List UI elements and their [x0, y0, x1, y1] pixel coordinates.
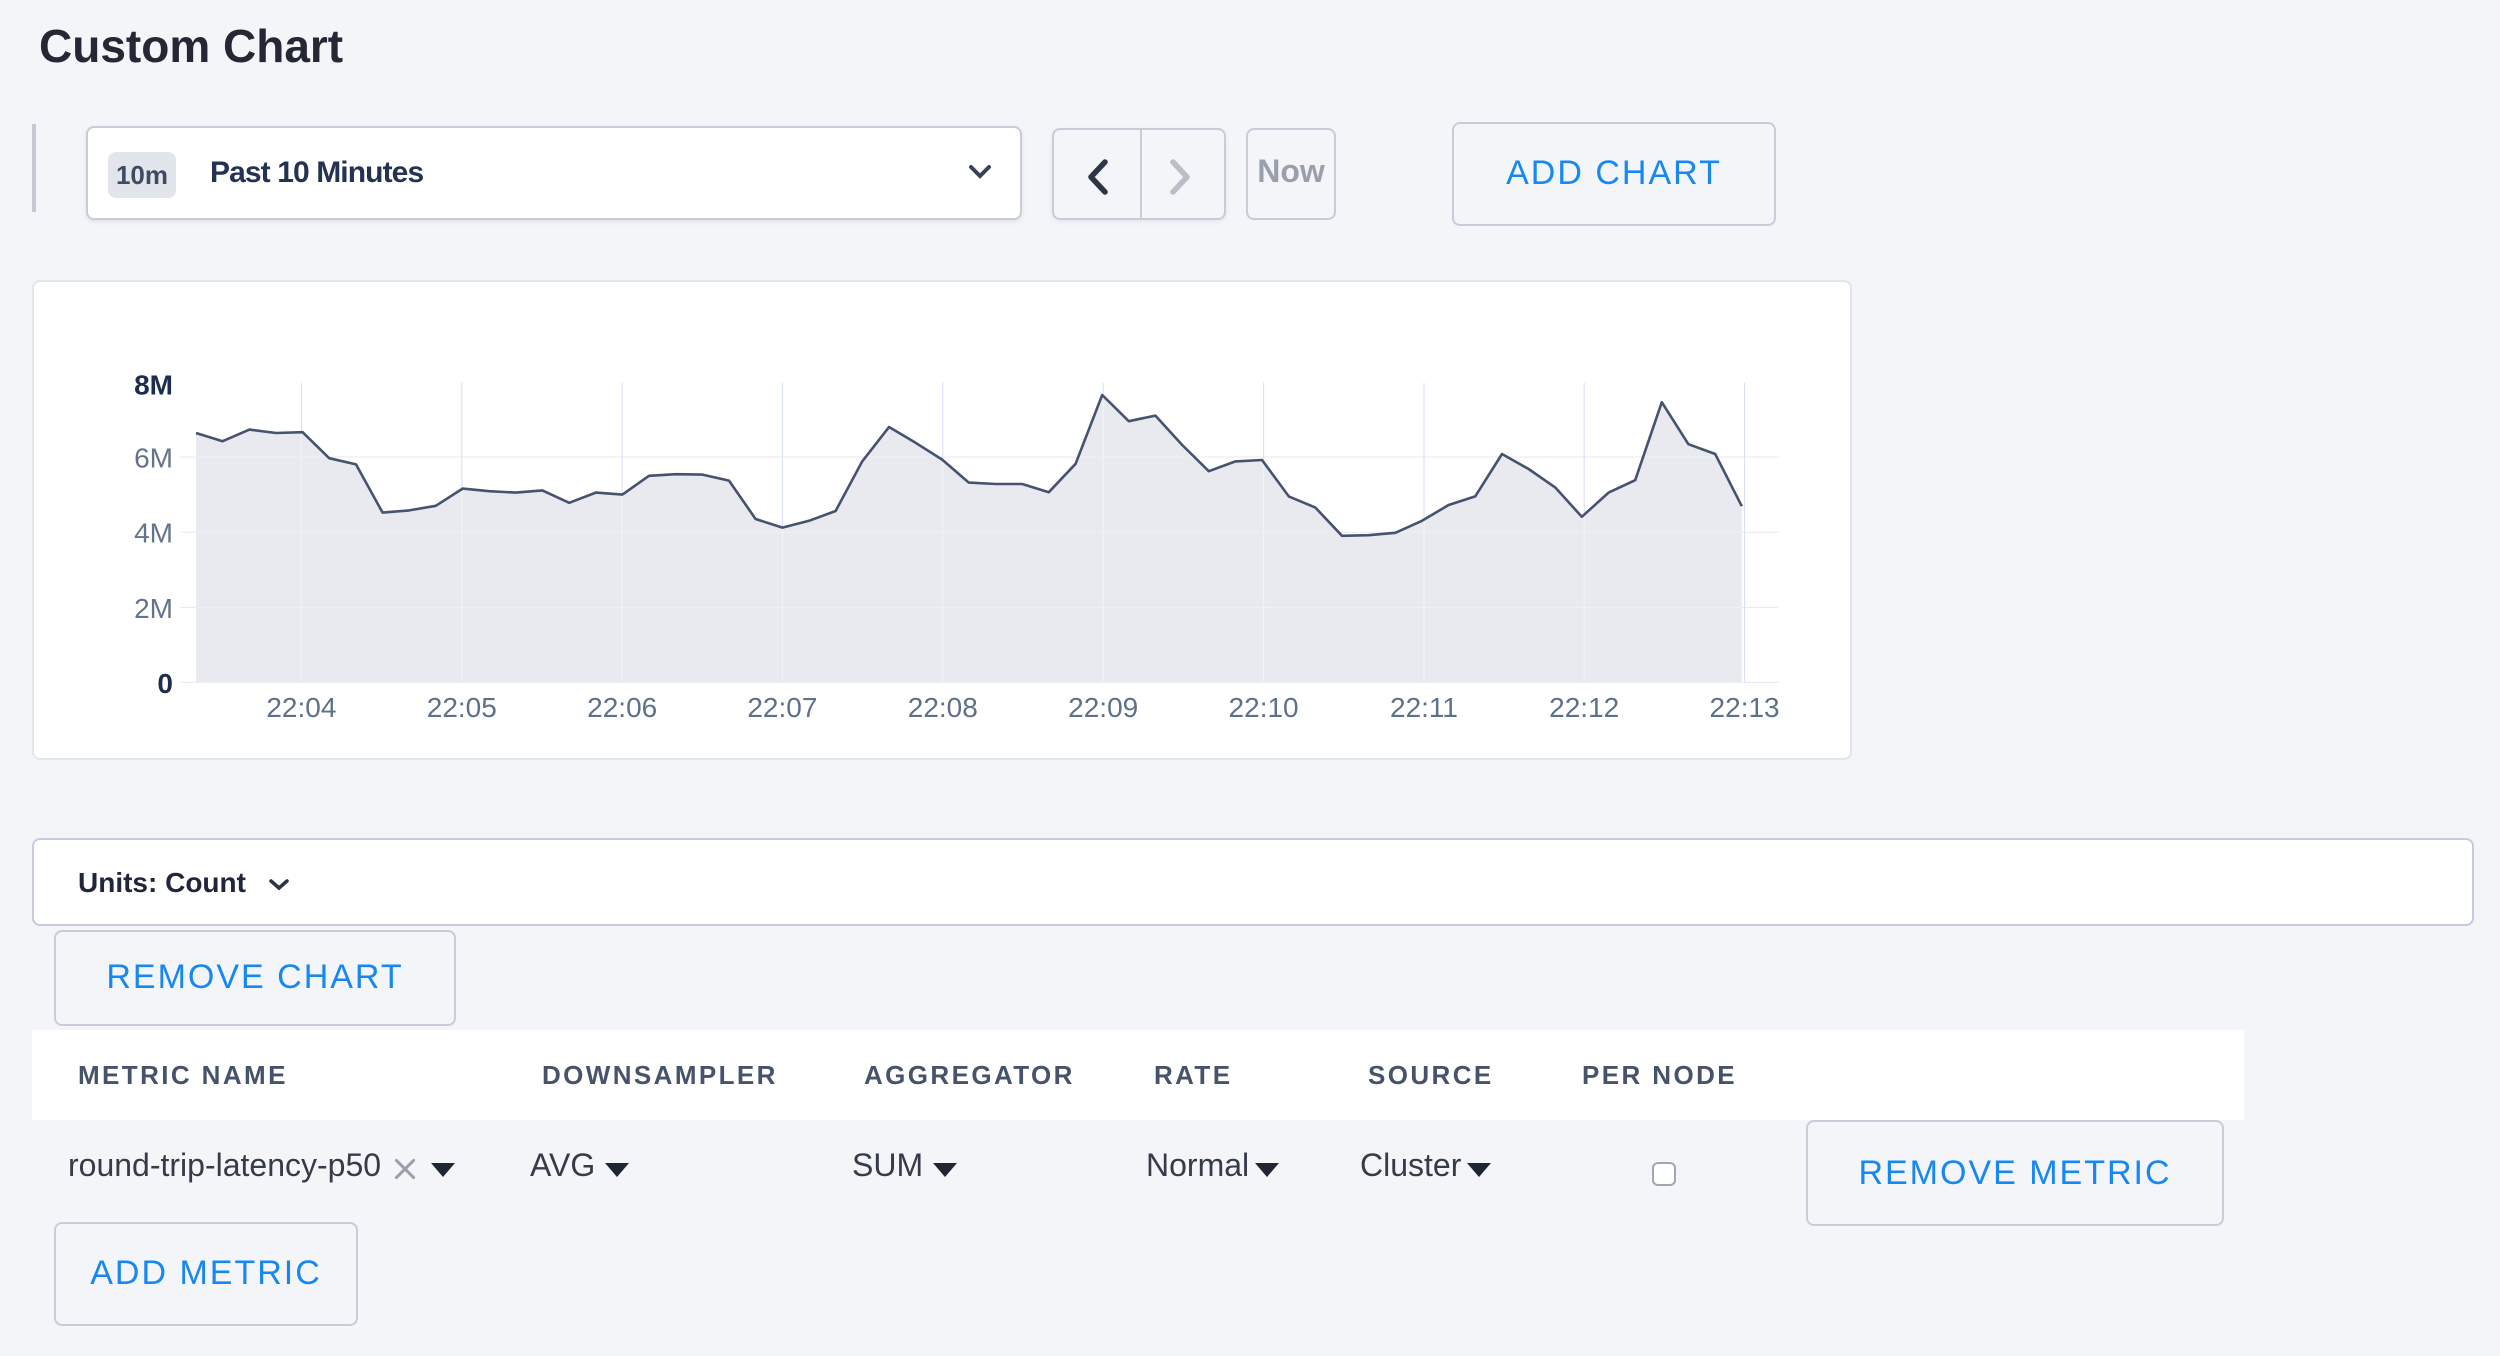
- svg-text:0: 0: [157, 668, 173, 699]
- svg-text:2M: 2M: [134, 593, 173, 624]
- svg-text:22:13: 22:13: [1710, 692, 1780, 723]
- svg-text:22:07: 22:07: [747, 692, 817, 723]
- svg-text:22:09: 22:09: [1068, 692, 1138, 723]
- svg-text:22:08: 22:08: [908, 692, 978, 723]
- svg-text:8M: 8M: [134, 369, 173, 400]
- svg-text:22:05: 22:05: [427, 692, 497, 723]
- svg-text:22:10: 22:10: [1229, 692, 1299, 723]
- svg-text:22:04: 22:04: [266, 692, 336, 723]
- svg-text:22:12: 22:12: [1549, 692, 1619, 723]
- svg-text:22:11: 22:11: [1390, 692, 1458, 723]
- svg-text:22:06: 22:06: [587, 692, 657, 723]
- svg-text:4M: 4M: [134, 518, 173, 549]
- svg-text:6M: 6M: [134, 442, 173, 473]
